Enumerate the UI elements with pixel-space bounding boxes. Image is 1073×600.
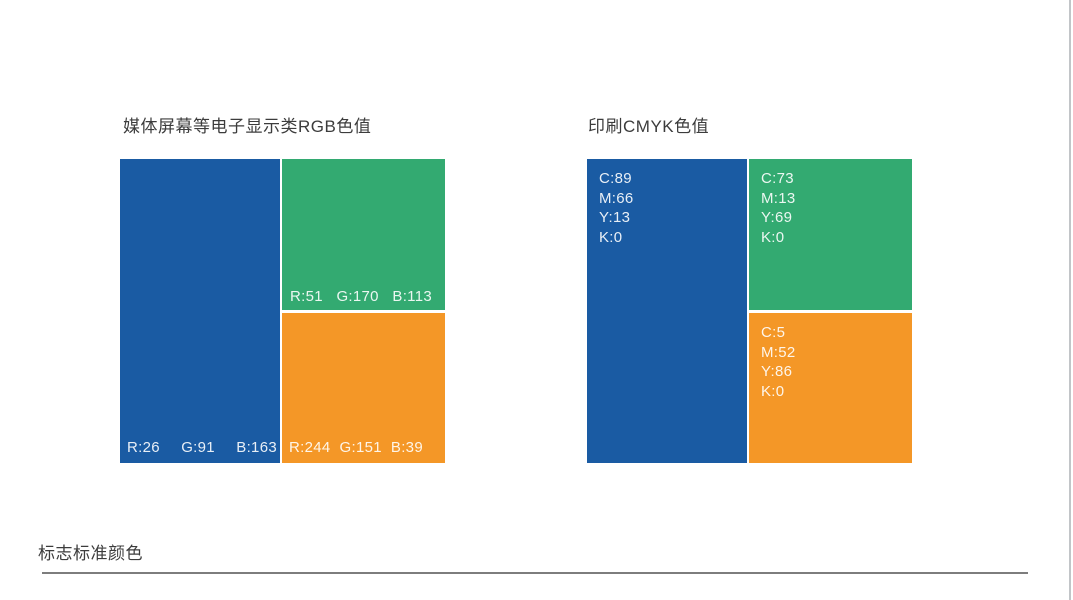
rgb-section-title: 媒体屏幕等电子显示类RGB色值: [123, 117, 372, 136]
cmyk-k-value: K:0: [761, 228, 785, 246]
cmyk-c-value: C:73: [761, 170, 794, 187]
rgb-g-value: G:91: [181, 439, 215, 456]
rgb-r-value: R:244: [289, 439, 331, 456]
rgb-r-value: R:51: [290, 288, 323, 305]
page-edge-line: [1069, 0, 1071, 600]
rgb-swatch-orange: R:244 G:151 B:39: [282, 313, 445, 463]
cmyk-k-value: K:0: [599, 228, 623, 246]
cmyk-y-value: Y:13: [599, 209, 631, 226]
footer-divider: [42, 572, 1028, 574]
cmyk-c-value: C:89: [599, 170, 632, 187]
rgb-g-value: G:151: [339, 439, 382, 456]
rgb-swatch-grid: R:26 G:91 B:163 R:51 G:170 B:113 R:244 G…: [120, 159, 445, 463]
rgb-values-orange: R:244 G:151 B:39: [282, 440, 445, 463]
rgb-b-value: B:39: [390, 439, 423, 456]
cmyk-section-title: 印刷CMYK色值: [588, 117, 710, 136]
cmyk-m-value: M:66: [599, 189, 634, 207]
cmyk-values-blue: C:89 M:66 Y:13 K:0: [587, 159, 747, 247]
rgb-b-value: B:163: [236, 439, 277, 456]
cmyk-swatch-orange: C:5 M:52 Y:86 K:0: [749, 313, 912, 463]
rgb-b-value: B:113: [392, 288, 432, 305]
cmyk-swatch-grid: C:89 M:66 Y:13 K:0 C:73 M:13 Y:69 K:0 C:…: [587, 159, 912, 463]
footer-label: 标志标准颜色: [38, 544, 143, 563]
rgb-g-value: G:170: [336, 288, 379, 305]
cmyk-y-value: Y:86: [761, 363, 793, 380]
cmyk-k-value: K:0: [761, 382, 785, 400]
cmyk-m-value: M:52: [761, 343, 796, 361]
cmyk-values-green: C:73 M:13 Y:69 K:0: [749, 159, 912, 247]
cmyk-values-orange: C:5 M:52 Y:86 K:0: [749, 313, 912, 401]
cmyk-y-value: Y:69: [761, 209, 793, 226]
cmyk-swatch-blue: C:89 M:66 Y:13 K:0: [587, 159, 747, 463]
cmyk-swatch-green: C:73 M:13 Y:69 K:0: [749, 159, 912, 310]
rgb-values-blue: R:26 G:91 B:163: [120, 440, 280, 463]
rgb-swatch-green: R:51 G:170 B:113: [282, 159, 445, 310]
cmyk-c-value: C:5: [761, 324, 786, 341]
cmyk-m-value: M:13: [761, 189, 796, 207]
rgb-values-green: R:51 G:170 B:113: [282, 289, 445, 310]
rgb-r-value: R:26: [127, 439, 160, 456]
rgb-swatch-blue: R:26 G:91 B:163: [120, 159, 280, 463]
